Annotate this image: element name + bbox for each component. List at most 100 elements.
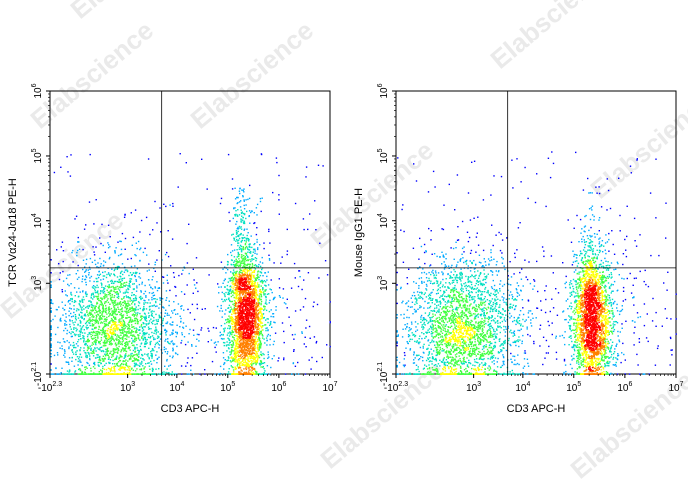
- event-point: [240, 269, 243, 272]
- event-point: [258, 301, 260, 304]
- event-point: [250, 340, 253, 342]
- event-point: [236, 282, 239, 284]
- event-point: [133, 360, 135, 362]
- event-point: [107, 337, 109, 339]
- event-point: [256, 356, 258, 358]
- event-point: [120, 363, 122, 366]
- event-point: [102, 275, 104, 277]
- event-point: [229, 351, 231, 353]
- event-point: [244, 246, 247, 249]
- event-point: [110, 325, 113, 327]
- event-point: [126, 336, 128, 338]
- event-point: [219, 365, 222, 368]
- event-point: [252, 293, 254, 295]
- event-point: [242, 216, 244, 219]
- event-point: [244, 289, 246, 292]
- event-point: [107, 287, 110, 289]
- event-point: [261, 262, 264, 264]
- event-point: [131, 356, 134, 358]
- event-point: [248, 249, 250, 251]
- event-point: [131, 337, 133, 340]
- event-point: [258, 348, 260, 350]
- event-point: [260, 345, 262, 347]
- event-point: [71, 349, 73, 352]
- event-point: [254, 264, 257, 266]
- event-point: [50, 299, 52, 302]
- event-point: [228, 338, 230, 340]
- event-point: [246, 355, 249, 357]
- event-point: [153, 310, 155, 313]
- event-point: [236, 238, 238, 241]
- event-point: [145, 363, 147, 365]
- event-point: [239, 331, 241, 333]
- event-point: [234, 349, 236, 352]
- event-point: [165, 330, 168, 333]
- event-point: [261, 334, 264, 337]
- event-point: [252, 348, 255, 351]
- event-point: [166, 353, 168, 355]
- event-point: [89, 322, 91, 324]
- event-point: [230, 322, 233, 325]
- event-point: [101, 303, 103, 305]
- event-point: [85, 356, 87, 358]
- event-point: [141, 354, 144, 356]
- event-point: [135, 358, 137, 360]
- event-point: [96, 302, 99, 305]
- event-point: [50, 325, 52, 327]
- event-point: [254, 277, 256, 279]
- event-point: [229, 309, 232, 311]
- event-point: [233, 371, 235, 373]
- event-point: [82, 305, 85, 307]
- event-point: [92, 314, 94, 316]
- event-point: [255, 320, 257, 322]
- event-point: [56, 249, 58, 251]
- event-point: [236, 293, 238, 296]
- event-point: [231, 318, 233, 321]
- event-point: [255, 325, 257, 328]
- event-point: [251, 345, 253, 347]
- event-point: [243, 356, 246, 359]
- event-point: [261, 333, 263, 336]
- event-point: [94, 259, 96, 262]
- event-point: [245, 342, 248, 344]
- event-point: [139, 231, 141, 233]
- event-point: [97, 313, 99, 315]
- event-point: [102, 328, 104, 330]
- event-point: [156, 323, 158, 325]
- event-point: [120, 305, 122, 307]
- event-point: [97, 290, 99, 292]
- event-point: [237, 314, 239, 316]
- event-point: [172, 202, 174, 205]
- event-point: [236, 278, 238, 280]
- event-point: [240, 304, 242, 306]
- event-point: [243, 221, 246, 223]
- event-point: [73, 344, 75, 346]
- event-point: [255, 289, 257, 291]
- event-point: [313, 336, 316, 338]
- event-point: [101, 329, 103, 332]
- event-point: [125, 362, 127, 364]
- event-point: [248, 197, 251, 200]
- event-point: [271, 326, 273, 328]
- event-point: [268, 258, 271, 260]
- event-point: [114, 320, 116, 323]
- event-point: [255, 290, 258, 292]
- event-point: [98, 371, 100, 373]
- event-point: [107, 349, 109, 352]
- event-point: [99, 257, 101, 260]
- event-point: [155, 313, 157, 316]
- event-point: [83, 318, 85, 320]
- event-point: [305, 176, 307, 178]
- event-point: [132, 283, 134, 285]
- event-point: [153, 298, 155, 300]
- event-point: [128, 354, 130, 356]
- event-point: [144, 353, 146, 355]
- event-point: [119, 254, 122, 256]
- event-point: [242, 247, 245, 249]
- event-point: [249, 352, 251, 354]
- event-point: [99, 318, 101, 320]
- event-point: [267, 329, 269, 331]
- event-point: [236, 324, 239, 326]
- event-point: [98, 331, 100, 333]
- event-point: [110, 320, 112, 322]
